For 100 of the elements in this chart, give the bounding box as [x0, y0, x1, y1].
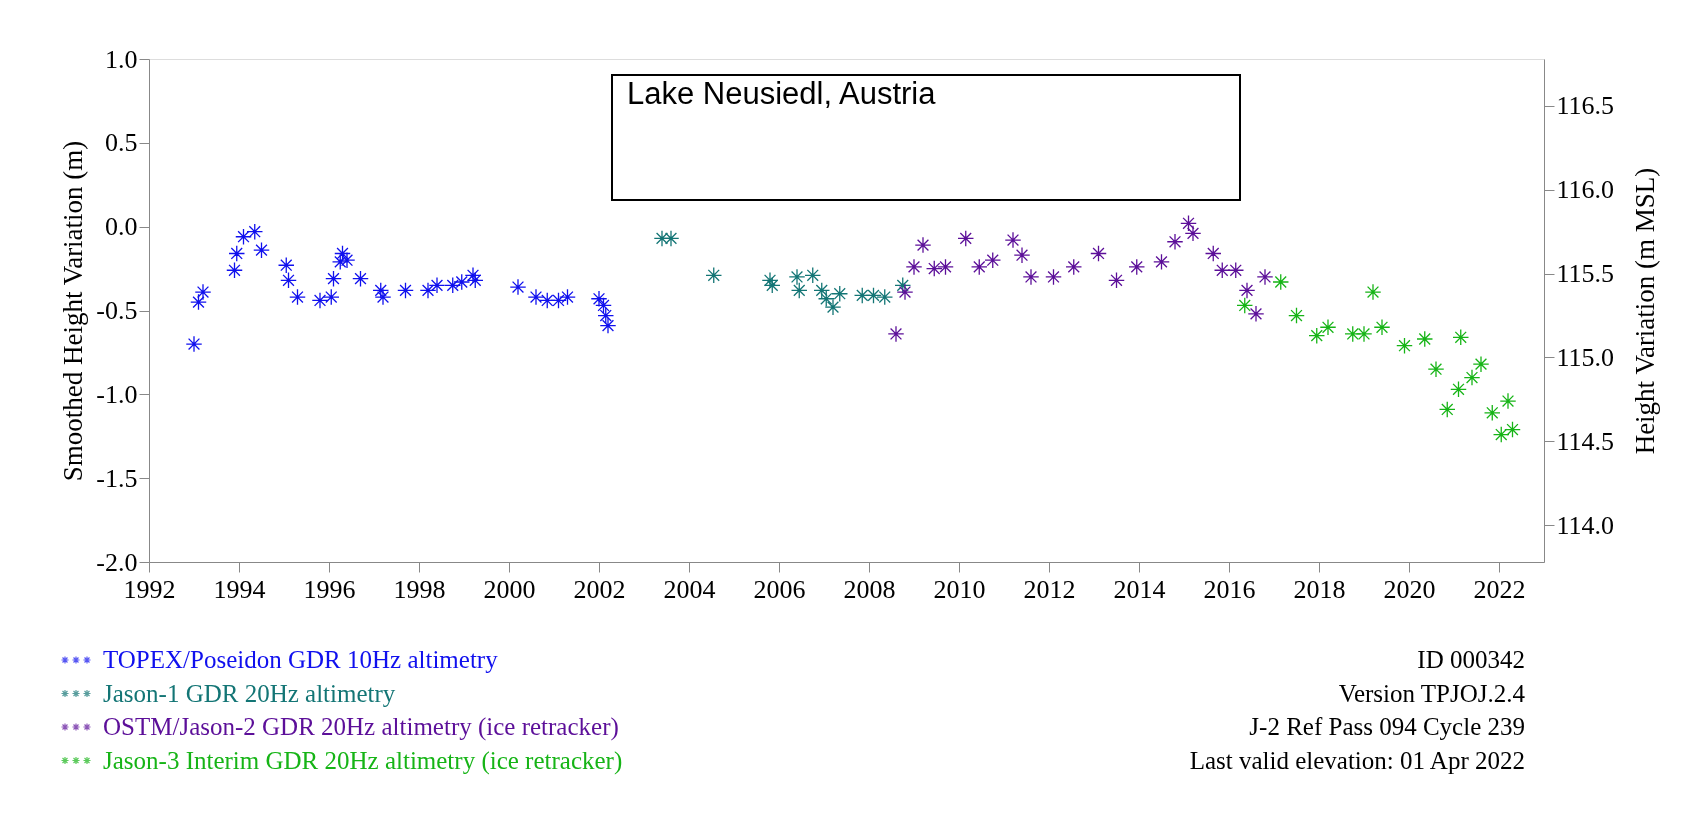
point — [1288, 307, 1305, 324]
point — [705, 266, 723, 284]
point — [372, 281, 390, 299]
point — [1227, 261, 1245, 279]
point — [325, 270, 342, 288]
x-tick-label: 2016 — [1203, 574, 1256, 604]
x-tick-label: 2002 — [573, 574, 626, 604]
point — [1438, 401, 1456, 418]
point — [1013, 246, 1031, 264]
x-tick-label: 2006 — [753, 574, 806, 604]
point — [1308, 327, 1326, 345]
point — [804, 266, 822, 284]
y2-tick-label: 115.5 — [1556, 259, 1615, 289]
point — [788, 268, 806, 286]
point — [1004, 231, 1022, 249]
point — [1238, 281, 1256, 299]
point — [1213, 261, 1231, 279]
point — [466, 271, 484, 289]
point — [527, 288, 545, 306]
x-tick-label: 2018 — [1293, 574, 1346, 604]
x-tick-label: 1992 — [123, 574, 176, 604]
x-tick-label: 1998 — [393, 574, 446, 604]
point — [1319, 318, 1337, 336]
point — [1416, 330, 1434, 348]
point — [1450, 380, 1467, 398]
x-tick-label: 2022 — [1473, 574, 1526, 604]
x-tick-label: 2000 — [483, 574, 536, 604]
x-tick-label: 2008 — [843, 574, 896, 604]
legend-label: Jason-1 GDR 20Hz altimetry — [103, 679, 396, 707]
point — [185, 335, 203, 353]
x-tick-label: 2004 — [663, 574, 716, 604]
legend-label: Jason-3 Interim GDR 20Hz altimetry (ice retracker) — [103, 746, 623, 775]
point — [790, 281, 808, 299]
y-tick-label: 0.0 — [105, 212, 138, 242]
point — [194, 283, 212, 301]
legend-label: OSTM/Jason-2 GDR 20Hz altimetry (ice retracker) — [103, 713, 619, 741]
point — [595, 297, 612, 314]
point — [1355, 325, 1373, 343]
y2-tick-label: 116.0 — [1556, 175, 1615, 205]
point — [957, 230, 975, 247]
point — [597, 307, 615, 324]
point — [1153, 253, 1170, 271]
point — [419, 281, 437, 299]
point — [277, 256, 295, 274]
text: Lake Neusiedl, Austria — [627, 76, 937, 111]
point — [331, 253, 349, 271]
y-tick-label: -0.5 — [96, 296, 138, 325]
point — [853, 287, 871, 304]
point — [599, 317, 617, 334]
y-axis-title: Smoothed Height Variation (m) — [58, 140, 89, 482]
text: ID 000342 — [1417, 646, 1525, 673]
point — [559, 288, 576, 306]
point — [1204, 245, 1222, 262]
text: Last valid elevation: 01 Apr 2022 — [1189, 746, 1525, 774]
y2-tick-label: 115.0 — [1556, 342, 1615, 372]
x-tick-label: 1996 — [303, 574, 356, 604]
point — [1108, 271, 1125, 289]
point — [338, 251, 356, 269]
point — [937, 258, 954, 276]
point — [428, 276, 446, 294]
text: J-2 Ref Pass 094 Cycle 239 — [1249, 713, 1525, 740]
point — [813, 281, 831, 299]
point — [1483, 404, 1501, 422]
point — [925, 260, 943, 277]
point — [887, 325, 905, 343]
point — [1045, 268, 1062, 286]
point — [1463, 369, 1481, 386]
point — [914, 236, 932, 254]
point — [653, 230, 671, 247]
point — [397, 281, 414, 299]
point — [1364, 283, 1382, 301]
x-tick-label: 1994 — [213, 574, 266, 604]
y2-tick-label: 116.5 — [1556, 91, 1615, 121]
point — [190, 293, 207, 311]
point — [876, 288, 894, 306]
y-tick-label: -2.0 — [96, 547, 138, 577]
y2-tick-label: 114.5 — [1556, 426, 1615, 456]
point — [374, 288, 392, 306]
point — [228, 245, 246, 262]
point — [1128, 258, 1146, 276]
x-tick-label: 2010 — [933, 574, 986, 604]
point — [905, 258, 923, 276]
point — [538, 292, 556, 309]
x-tick-label: 2014 — [1113, 574, 1166, 604]
point — [865, 287, 882, 304]
point — [1247, 305, 1265, 323]
point — [1452, 328, 1470, 346]
text: Version TPJOJ.2.4 — [1338, 679, 1526, 707]
point — [894, 276, 912, 294]
point — [763, 276, 781, 294]
point — [352, 270, 369, 288]
point — [550, 292, 567, 309]
point — [1090, 245, 1107, 262]
point — [509, 278, 527, 296]
x-tick-label: 2012 — [1023, 574, 1076, 604]
point — [334, 245, 351, 262]
point — [226, 261, 243, 279]
point — [280, 271, 297, 289]
point — [289, 288, 306, 306]
x-tick-label: 2020 — [1383, 574, 1436, 604]
